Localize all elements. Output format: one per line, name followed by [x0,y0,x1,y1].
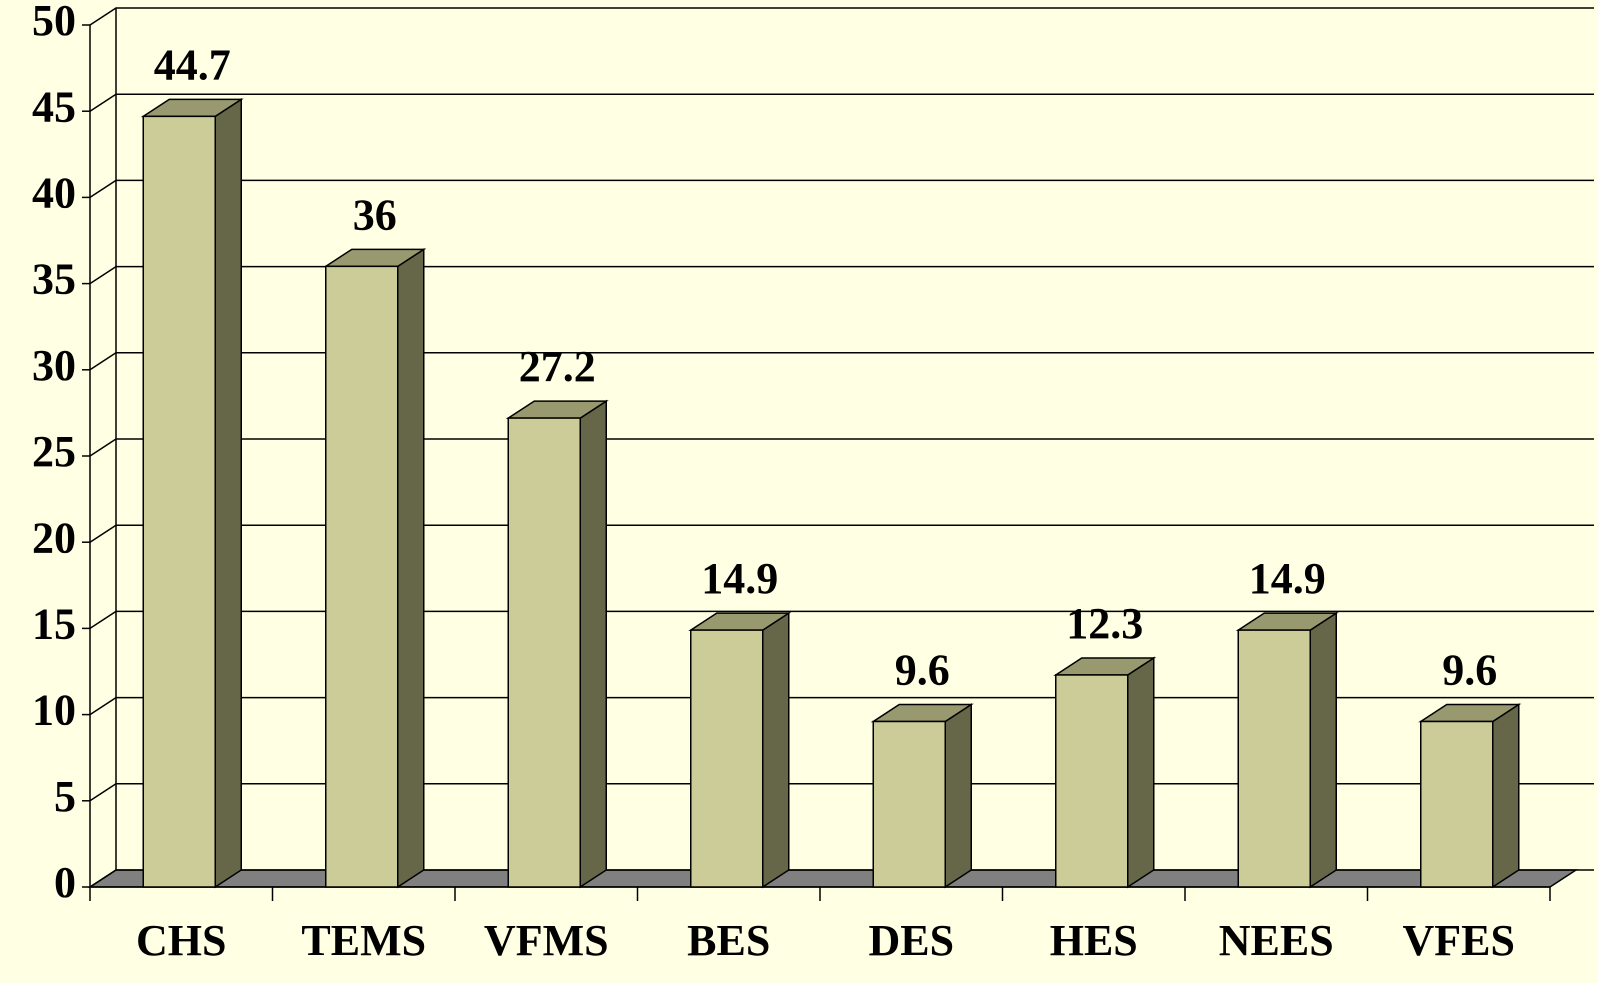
y-tick-label: 45 [32,82,76,131]
bar-side [1309,611,1337,889]
grid-line [89,352,1594,371]
y-tick-label: 5 [54,772,76,821]
x-tick-label: NEES [1219,916,1334,965]
bar-side [579,399,607,889]
x-tick-label: CHS [136,916,226,965]
y-tick-label: 10 [32,686,76,735]
bar-side [1492,703,1520,889]
grid-line [89,7,1594,26]
grid-line [89,265,1594,285]
value-label: 12.3 [1066,599,1143,648]
grid-line [89,524,1594,543]
bar-side [214,97,242,889]
bar [507,417,581,888]
value-label: 27.2 [519,342,596,391]
bar-side [1127,656,1155,889]
y-tick-label: 40 [32,168,76,217]
x-tick-label: DES [868,916,954,965]
grid-line [89,179,1594,199]
bar [872,720,946,888]
bar [142,115,216,888]
y-tick-label: 25 [32,427,76,476]
value-label: 36 [353,190,397,239]
y-tick-label: 20 [32,513,76,562]
bar-side [762,611,790,889]
x-tick-label: HES [1050,916,1138,965]
x-tick-label: VFMS [484,916,609,965]
bar [325,265,399,888]
value-label: 9.6 [895,646,950,695]
bar [690,629,764,888]
grid-line [89,610,1594,630]
x-tick-label: BES [687,916,770,965]
bar-side [944,703,972,889]
value-label: 14.9 [701,554,778,603]
y-tick-label: 30 [32,341,76,390]
value-label: 9.6 [1442,646,1497,695]
grid-line [89,93,1594,112]
x-tick-label: TEMS [301,916,426,965]
y-tick-label: 35 [32,255,76,304]
y-tick-label: 0 [54,858,76,907]
y-tick-label: 50 [32,0,76,45]
floor [87,869,1579,888]
y-tick-label: 15 [32,599,76,648]
value-label: 14.9 [1249,554,1326,603]
bar [1420,720,1494,888]
grid-line [89,438,1594,457]
bar [1055,674,1129,888]
bar [1237,629,1311,888]
value-label: 44.7 [154,40,231,89]
x-tick-label: VFES [1403,916,1515,965]
bar-side [397,247,425,889]
